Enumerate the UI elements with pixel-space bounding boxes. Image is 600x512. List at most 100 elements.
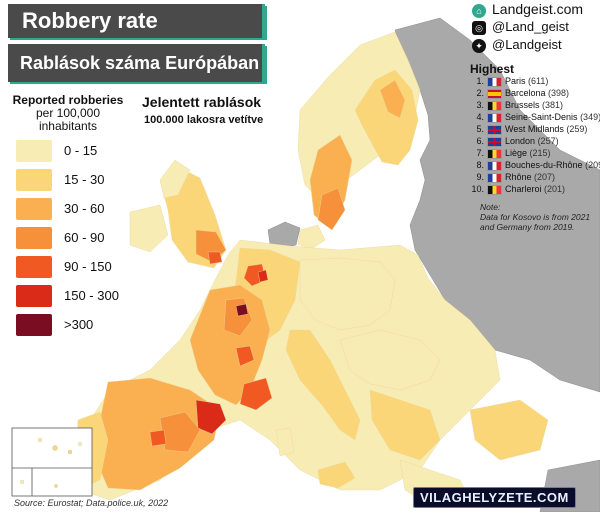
rank-region: Barcelona <box>505 88 546 98</box>
legend-title-main: Reported robberies <box>12 93 124 107</box>
rank-number: 7. <box>476 148 484 158</box>
ranking-row: 4. Seine-Saint-Denis (349) <box>470 112 600 123</box>
instagram-icon: ◎ <box>472 20 486 35</box>
fr-flag-icon <box>487 172 502 183</box>
ranking-row: 9. Rhône (207) <box>470 172 555 183</box>
rank-value: (259) <box>566 124 588 134</box>
landgeist-logo-icon: ⌂ <box>472 3 486 18</box>
be-flag-icon <box>487 100 502 111</box>
note-text: Data for Kosovo is from 2021 and Germany… <box>480 212 591 232</box>
legend-item: 0 - 15 <box>16 140 176 162</box>
legend-title-hu: Jelentett rablások <box>142 94 262 110</box>
rank-number: 6. <box>476 136 484 146</box>
rank-region: Seine-Saint-Denis <box>505 112 578 122</box>
canaries-inset <box>11 427 93 497</box>
rank-value: (201) <box>544 184 566 194</box>
british-isles-regions <box>129 159 227 269</box>
rank-value: (611) <box>528 76 549 86</box>
note-label: Note: <box>480 202 501 212</box>
legend-item: >300 <box>16 314 176 336</box>
ranking-row: 1. Paris (611) <box>470 76 548 87</box>
map-subtitle: Rablások száma Európában <box>20 53 260 73</box>
legend-swatch <box>16 285 52 307</box>
rank-region: Paris <box>505 76 526 86</box>
subtitle-banner: Rablások száma Európában <box>8 44 265 82</box>
rank-number: 4. <box>476 112 484 122</box>
rank-value: (207) <box>534 172 556 182</box>
legend-item: 15 - 30 <box>16 169 176 191</box>
rank-region: Bouches-du-Rhône <box>505 160 583 170</box>
rank-value: (209) <box>585 160 600 170</box>
rank-number: 1. <box>476 76 484 86</box>
rank-region: Charleroi <box>505 184 542 194</box>
legend-unit-hu: 100.000 lakosra vetítve <box>144 114 264 126</box>
legend-label: 0 - 15 <box>64 143 98 158</box>
legend-item: 60 - 90 <box>16 227 176 249</box>
es-flag-icon <box>487 88 502 99</box>
rank-number: 2. <box>476 88 484 98</box>
rank-region: London <box>505 136 536 146</box>
legend-label: >300 <box>64 317 94 332</box>
source-text: Source: Eurostat; Data.police.uk, 2022 <box>14 498 169 508</box>
fr-flag-icon <box>487 112 502 123</box>
watermark: VILAGHELYZETE.COM <box>413 487 576 508</box>
ranking-row: 10. Charleroi (201) <box>470 184 565 195</box>
rank-number: 8. <box>476 160 484 170</box>
uk-flag-icon <box>487 124 502 135</box>
twitter-icon: ✦ <box>472 38 486 53</box>
legend-label: 60 - 90 <box>64 230 105 245</box>
website-label: Landgeist.com <box>492 1 584 17</box>
fr-flag-icon <box>487 160 502 171</box>
social-instagram[interactable]: ◎ @Land_geist <box>472 19 569 35</box>
legend-swatch <box>16 169 52 191</box>
rank-region: Liège <box>505 148 528 158</box>
fr-flag-icon <box>487 76 502 87</box>
title-banner: Robbery rate <box>8 4 265 38</box>
legend-item: 90 - 150 <box>16 256 176 278</box>
nordic-regions <box>297 31 421 251</box>
map-title: Robbery rate <box>22 8 158 33</box>
legend-item: 30 - 60 <box>16 198 176 220</box>
legend-title: Reported robberies per 100,000 inhabitan… <box>8 94 128 133</box>
rank-number: 9. <box>476 172 484 182</box>
legend-label: 30 - 60 <box>64 201 105 216</box>
legend-swatch <box>16 256 52 278</box>
legend-swatch <box>16 140 52 162</box>
mainland-regions <box>75 239 549 506</box>
be-flag-icon <box>487 148 502 159</box>
rank-value: (257) <box>537 136 559 146</box>
ranking-row: 7. Liège (215) <box>470 148 551 159</box>
legend-label: 15 - 30 <box>64 172 105 187</box>
note: Note: Data for Kosovo is from 2021 and G… <box>480 202 598 232</box>
legend-swatch <box>16 314 52 336</box>
twitter-label: @Landgeist <box>492 37 562 52</box>
ranking-row: 8. Bouches-du-Rhône (209) <box>470 160 600 171</box>
rank-number: 5. <box>476 124 484 134</box>
social-website[interactable]: ⌂ Landgeist.com <box>472 1 583 18</box>
be-flag-icon <box>487 184 502 195</box>
rank-number: 3. <box>476 100 484 110</box>
legend-swatch <box>16 198 52 220</box>
social-twitter[interactable]: ✦ @Landgeist <box>472 37 562 53</box>
highest-title: Highest <box>470 62 515 76</box>
legend-item: 150 - 300 <box>16 285 176 307</box>
legend-swatch <box>16 227 52 249</box>
rank-region: Rhône <box>505 172 532 182</box>
rank-region: West Midlands <box>505 124 564 134</box>
rank-region: Brussels <box>505 100 540 110</box>
ranking-row: 6. London (257) <box>470 136 559 147</box>
legend-unit-line2: inhabitants <box>38 119 98 133</box>
legend-label: 90 - 150 <box>64 259 112 274</box>
rank-value: (381) <box>542 100 564 110</box>
rank-value: (215) <box>529 148 551 158</box>
ranking-row: 2. Barcelona (398) <box>470 88 569 99</box>
ranking-row: 5. West Midlands (259) <box>470 124 587 135</box>
legend-label: 150 - 300 <box>64 288 119 303</box>
rank-value: (398) <box>548 88 570 98</box>
legend-unit-line1: per 100,000 <box>35 106 101 120</box>
instagram-label: @Land_geist <box>492 19 569 34</box>
rank-value: (349) <box>580 112 600 122</box>
ranking-row: 3. Brussels (381) <box>470 100 563 111</box>
rank-number: 10. <box>471 184 484 194</box>
